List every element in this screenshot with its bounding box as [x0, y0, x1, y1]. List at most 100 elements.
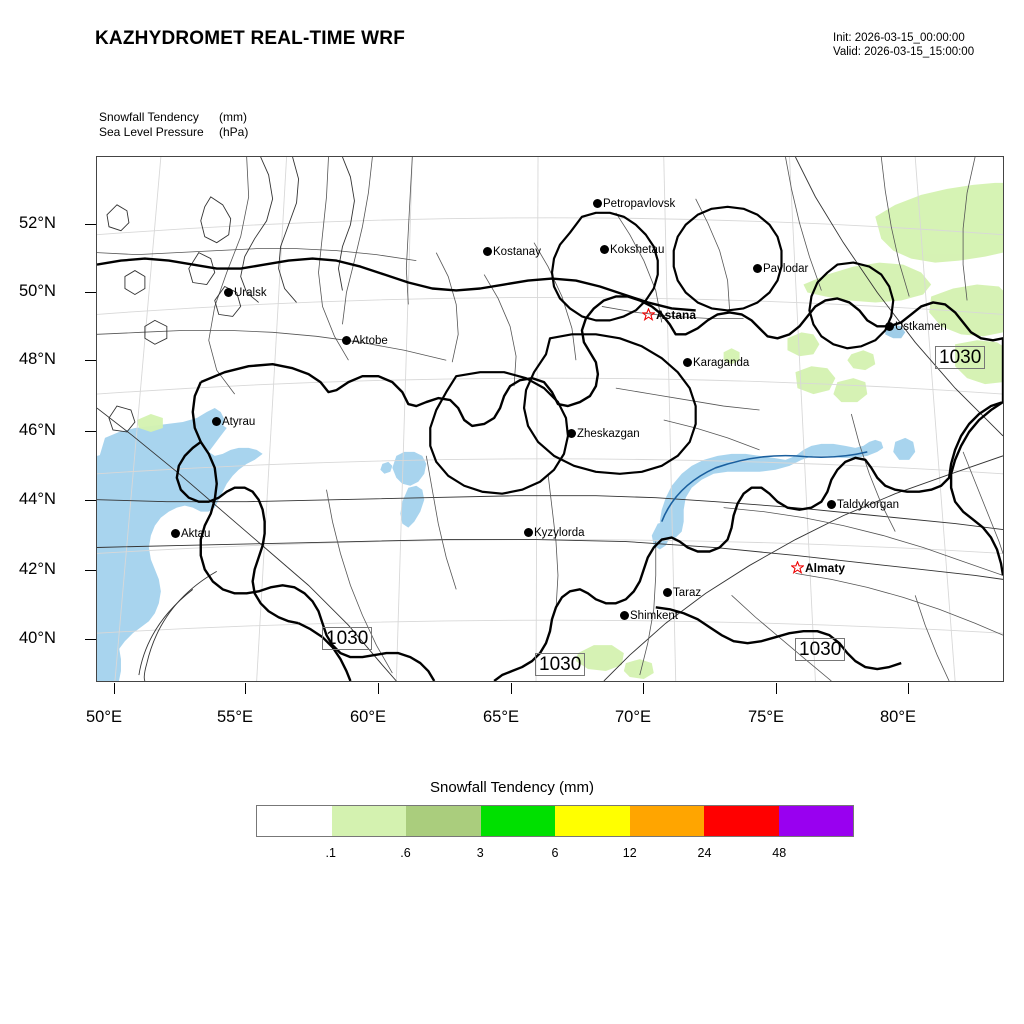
snowfall-patch-east-4	[847, 350, 876, 371]
city-label: Kyzylorda	[534, 526, 585, 539]
snowfall-patch-sw-1	[136, 414, 163, 432]
isobar-label-3: 1030	[795, 638, 846, 661]
city-dot-icon	[212, 417, 221, 427]
x-axis-label-65e: 65°E	[483, 708, 519, 726]
city-dot-icon	[224, 288, 233, 298]
snowfall-field-name: Snowfall Tendency	[99, 110, 199, 124]
city-marker-aktau[interactable]: Aktau	[171, 525, 210, 543]
y-axis-label-48n: 48°N	[19, 350, 56, 368]
caspian-coast-kz	[175, 440, 299, 625]
pressure-field-unit: (hPa)	[219, 125, 249, 139]
x-axis-label-50e: 50°E	[86, 708, 122, 726]
southern-border	[298, 622, 352, 681]
city-marker-petropavlovsk[interactable]: Petropavlovsk	[593, 195, 675, 213]
colorbar[interactable]	[256, 805, 854, 837]
capital-star-icon	[640, 307, 657, 322]
city-marker-taraz[interactable]: Taraz	[663, 584, 701, 602]
city-marker-astana[interactable]: Astana	[640, 306, 697, 324]
weather-map[interactable]: Petropavlovsk Kostanay Kokshetau Pavloda…	[96, 156, 1004, 682]
city-marker-kokshetau[interactable]: Kokshetau	[600, 241, 664, 259]
city-label: Pavlodar	[763, 262, 809, 275]
colorbar-tick-3: 6	[551, 846, 559, 860]
y-tick-mark	[85, 292, 96, 294]
city-marker-aktobe[interactable]: Aktobe	[342, 332, 388, 350]
isobar-line-1030-west	[97, 407, 397, 681]
city-label: Aktau	[181, 527, 211, 540]
city-marker-atyrau[interactable]: Atyrau	[212, 413, 255, 431]
isobar-line-east	[603, 455, 1003, 681]
x-tick-mark	[908, 683, 910, 694]
snowfall-patch-south-2	[623, 659, 654, 680]
y-axis-label-46n: 46°N	[19, 421, 56, 439]
snowfall-patch-east-3	[833, 378, 868, 403]
init-time-label: Init: 2026-03-15_00:00:00	[833, 32, 965, 44]
city-label: Kokshetau	[610, 243, 665, 256]
colorbar-segment-2	[406, 806, 481, 836]
snowfall-field-unit: (mm)	[219, 110, 247, 124]
isobar-arc-caspian	[143, 571, 217, 681]
colorbar-tick-6: 48	[772, 846, 787, 860]
city-dot-icon	[171, 529, 180, 539]
y-tick-mark	[85, 570, 96, 572]
city-label: Zheskazgan	[577, 427, 640, 440]
city-dot-icon	[342, 336, 351, 346]
colorbar-tick-0: .1	[325, 846, 336, 860]
snowfall-patch-ne-4	[955, 340, 1003, 385]
city-dot-icon	[683, 358, 692, 368]
x-tick-mark	[643, 683, 645, 694]
city-marker-shimkent[interactable]: Shimkent	[620, 607, 678, 625]
synoptic-lines	[661, 451, 868, 522]
isobar-line-ne	[795, 157, 1003, 437]
y-axis-label-40n: 40°N	[19, 629, 56, 647]
y-axis-label-50n: 50°N	[19, 282, 56, 300]
colorbar-segment-7	[778, 806, 853, 836]
city-marker-kyzylorda[interactable]: Kyzylorda	[524, 524, 585, 542]
snowfall-patch-mid-1	[723, 348, 740, 365]
colorbar-tick-1: .6	[400, 846, 411, 860]
x-tick-mark	[114, 683, 116, 694]
city-marker-pavlodar[interactable]: Pavlodar	[753, 260, 808, 278]
isobar-label-2: 1030	[535, 653, 586, 676]
city-label: Taldykorgan	[837, 498, 900, 511]
province-boundaries	[97, 157, 1003, 681]
page-title: KAZHYDROMET REAL-TIME WRF	[95, 28, 406, 49]
x-axis-label-55e: 55°E	[217, 708, 253, 726]
oblast-boundaries	[429, 205, 895, 495]
colorbar-tick-5: 24	[697, 846, 712, 860]
colorbar-tick-4: 12	[622, 846, 637, 860]
y-tick-mark	[85, 500, 96, 502]
lake-balkhash-shape	[659, 439, 884, 538]
colorbar-tick-2: 3	[476, 846, 484, 860]
city-marker-karaganda[interactable]: Karaganda	[683, 354, 749, 372]
x-axis-label-60e: 60°E	[350, 708, 386, 726]
city-label: Ustkamen	[895, 320, 947, 333]
kyrgyzstan-border	[655, 606, 902, 671]
x-tick-mark	[378, 683, 380, 694]
city-marker-ustkamen[interactable]: Ustkamen	[885, 318, 947, 336]
y-axis-label-52n: 52°N	[19, 214, 56, 232]
city-dot-icon	[620, 611, 629, 621]
isobar-label-4: 1030	[935, 346, 986, 369]
isobar-arc-caspian-2	[138, 588, 194, 676]
aral-sea-small-1	[380, 461, 393, 474]
x-tick-mark	[511, 683, 513, 694]
city-marker-almaty[interactable]: Almaty	[789, 559, 845, 577]
colorbar-segment-3	[480, 806, 555, 836]
city-marker-zheskazgan[interactable]: Zheskazgan	[567, 425, 640, 443]
city-dot-icon	[593, 199, 602, 209]
x-axis-label-75e: 75°E	[748, 708, 784, 726]
caspian-sea-shape	[97, 423, 263, 680]
field-caption-line-1: Snowfall Tendency (mm)	[99, 110, 248, 125]
lake-alakol-shape	[893, 437, 916, 460]
isobar-label-1: 1030	[322, 627, 373, 650]
city-dot-icon	[663, 588, 672, 598]
city-marker-taldykorgan[interactable]: Taldykorgan	[827, 496, 899, 514]
city-marker-uralsk[interactable]: Uralsk	[224, 284, 267, 302]
snowfall-patch-south-1	[575, 645, 624, 672]
y-tick-mark	[85, 224, 96, 226]
city-dot-icon	[827, 500, 836, 510]
capital-label: Astana	[656, 307, 697, 322]
china-border	[949, 401, 1003, 576]
city-marker-kostanay[interactable]: Kostanay	[483, 243, 541, 261]
national-borders	[97, 257, 1003, 681]
